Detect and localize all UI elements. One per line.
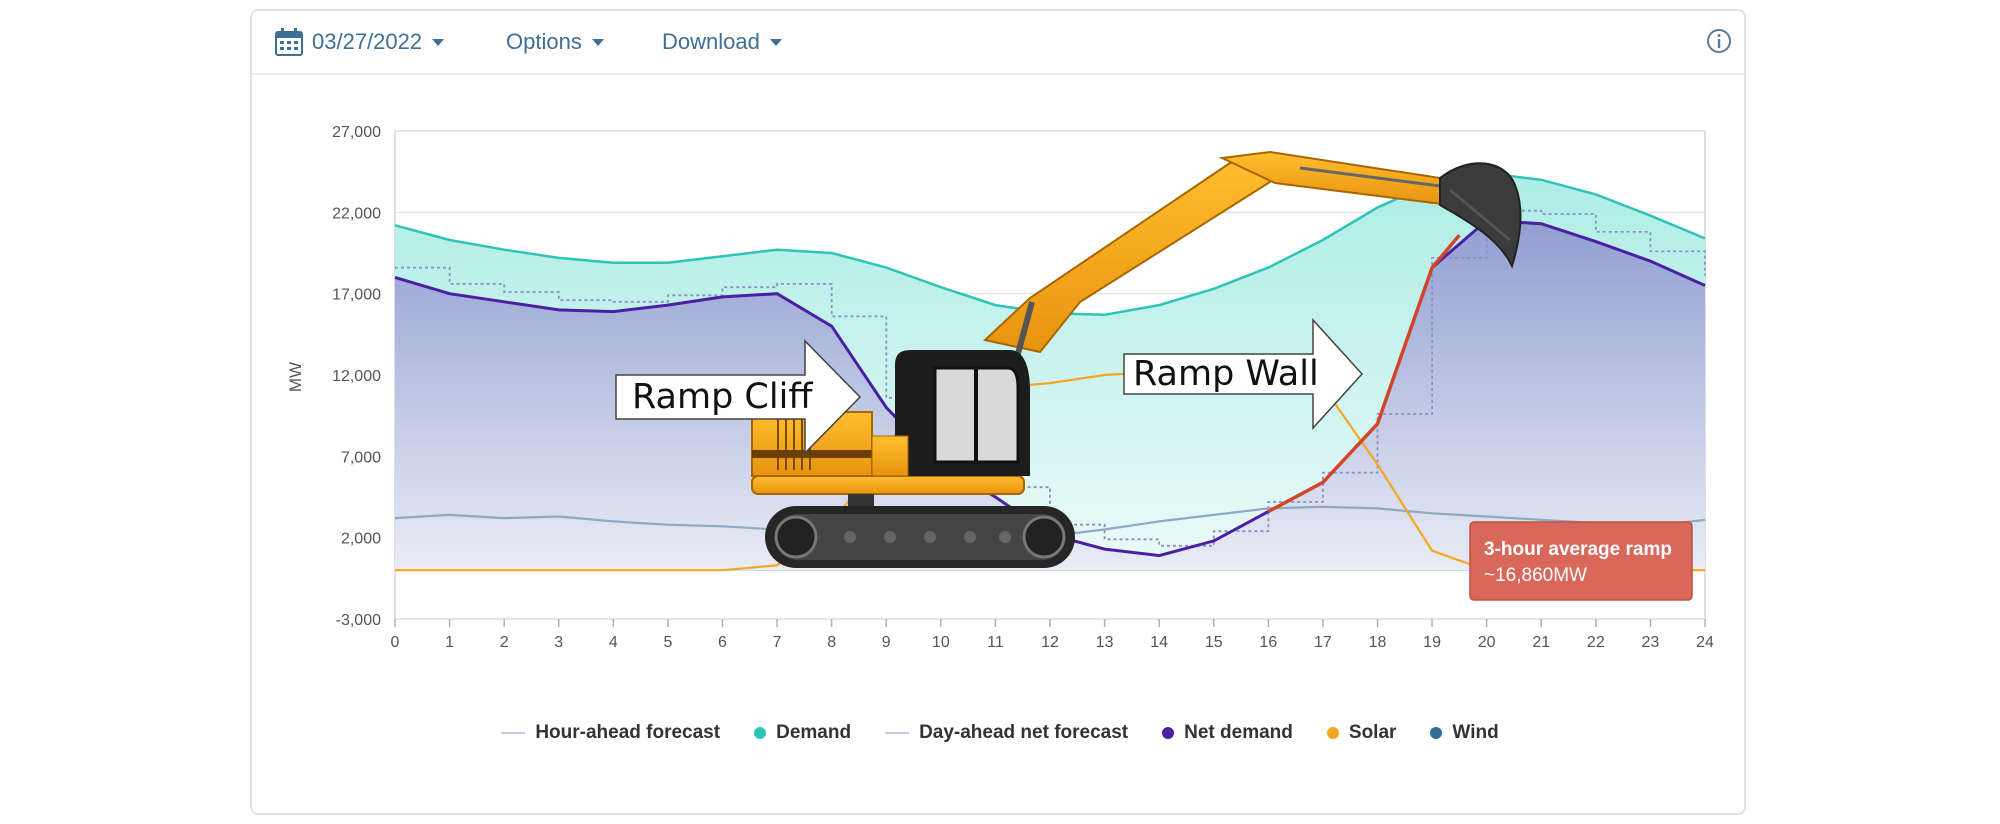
legend-item[interactable]: Wind (1430, 722, 1499, 744)
x-tick-label: 1 (445, 634, 454, 651)
legend-label: Wind (1452, 722, 1499, 743)
ramp-wall-label: Ramp Wall (1133, 354, 1319, 394)
options-label: Options (506, 29, 582, 54)
x-tick-label: 3 (554, 634, 563, 651)
net-demand-area (395, 220, 1705, 571)
x-tick-label: 14 (1150, 634, 1168, 651)
legend-label: Solar (1348, 722, 1397, 743)
toolbar: 03/27/2022 Options Download (252, 11, 1744, 75)
legend-item[interactable]: Hour-ahead forecast (501, 722, 720, 744)
x-tick-label: 4 (609, 634, 618, 651)
x-tick-label: 7 (773, 634, 782, 651)
x-tick-label: 9 (882, 634, 891, 651)
chart-legend: Hour-ahead forecast Demand Day-ahead net f… (0, 718, 2000, 748)
ramp-highlight-line (1267, 233, 1461, 514)
legend-dot-icon (754, 727, 767, 739)
x-tick-label: 8 (827, 634, 836, 651)
legend-item[interactable]: Day-ahead net forecast (885, 722, 1128, 744)
chevron-down-icon (769, 38, 782, 46)
x-tick-label: 24 (1696, 634, 1714, 651)
date-picker-button[interactable]: 03/27/2022 (274, 27, 445, 57)
legend-label: Net demand (1184, 722, 1293, 743)
ramp-summary-value: ~16,860MW (1484, 565, 1587, 586)
y-tick-label: 17,000 (332, 287, 381, 304)
y-tick-label: 12,000 (332, 368, 381, 385)
x-tick-label: 20 (1478, 634, 1496, 651)
chevron-down-icon (432, 38, 445, 46)
x-tick-label: 17 (1314, 634, 1332, 651)
download-label: Download (662, 29, 760, 54)
ramp-cliff-label: Ramp Cliff (632, 377, 813, 417)
options-menu-button[interactable]: Options (506, 27, 604, 57)
x-tick-label: 23 (1642, 634, 1660, 651)
legend-dot-icon (1326, 727, 1339, 739)
x-tick-label: 5 (663, 634, 672, 651)
ramp-cliff-callout: Ramp Cliff (615, 339, 862, 455)
x-tick-label: 18 (1369, 634, 1387, 651)
legend-dot-icon (1430, 727, 1443, 739)
x-tick-label: 2 (500, 634, 509, 651)
info-circle-icon[interactable] (1706, 28, 1732, 54)
legend-item[interactable]: Demand (754, 722, 851, 744)
legend-item[interactable]: Solar (1326, 722, 1397, 744)
y-tick-label: 7,000 (341, 449, 381, 466)
y-tick-label: 2,000 (341, 531, 381, 548)
legend-item[interactable]: Net demand (1162, 722, 1293, 744)
legend-label: Day-ahead net forecast (919, 722, 1129, 743)
ramp-summary-box: 3-hour average ramp ~16,860MW (1469, 521, 1693, 601)
x-tick-label: 6 (718, 634, 727, 651)
x-tick-label: 15 (1205, 634, 1223, 651)
x-tick-label: 22 (1587, 634, 1605, 651)
y-tick-label: 22,000 (332, 205, 381, 222)
legend-label: Demand (776, 722, 852, 743)
x-tick-label: 12 (1041, 634, 1059, 651)
legend-line-icon (885, 732, 910, 734)
chevron-down-icon (591, 38, 604, 46)
date-label: 03/27/2022 (312, 29, 423, 54)
legend-label: Hour-ahead forecast (535, 722, 721, 743)
y-axis-label: MW (286, 362, 305, 392)
x-tick-label: 11 (987, 634, 1004, 651)
x-tick-label: 13 (1096, 634, 1114, 651)
excavator-illustration (751, 150, 1522, 568)
download-menu-button[interactable]: Download (662, 27, 782, 57)
y-tick-label: -3,000 (336, 612, 381, 629)
legend-dot-icon (1162, 727, 1175, 739)
x-tick-label: 21 (1532, 634, 1550, 651)
calendar-icon (275, 28, 303, 56)
ramp-wall-callout: Ramp Wall (1123, 318, 1364, 430)
x-tick-label: 10 (932, 634, 950, 651)
x-tick-label: 19 (1423, 634, 1441, 651)
ramp-summary-title: 3-hour average ramp (1484, 539, 1672, 560)
legend-line-icon (501, 732, 526, 734)
y-tick-label: 27,000 (332, 124, 381, 141)
x-tick-label: 0 (391, 634, 400, 651)
x-tick-label: 16 (1259, 634, 1277, 651)
